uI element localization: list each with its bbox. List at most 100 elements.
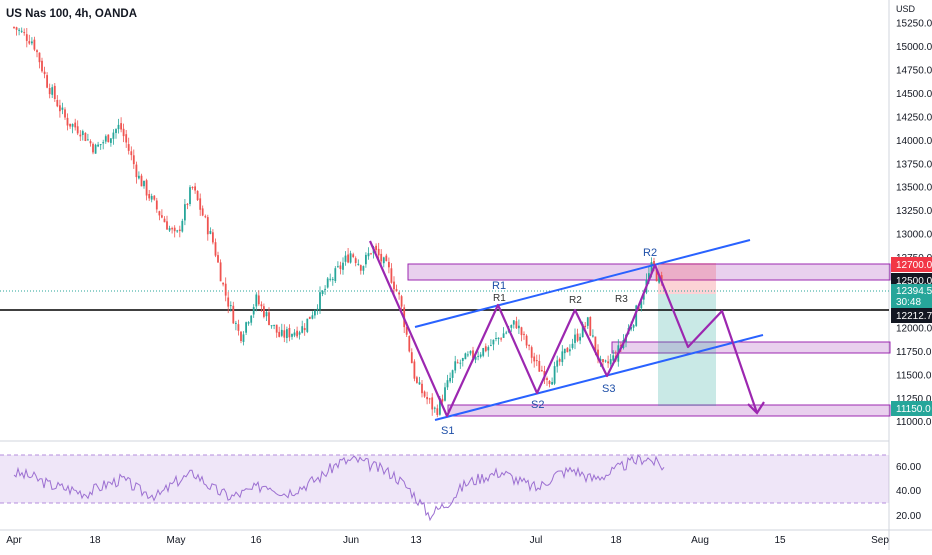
candle-body bbox=[533, 356, 536, 362]
candle-body bbox=[125, 134, 128, 143]
candle-body bbox=[201, 208, 204, 216]
candle-body bbox=[558, 359, 561, 362]
candle-body bbox=[344, 255, 347, 262]
candle-body bbox=[354, 258, 357, 263]
candle-body bbox=[495, 338, 497, 339]
candle-body bbox=[278, 331, 281, 337]
candle-body bbox=[189, 187, 191, 204]
candle-body bbox=[604, 360, 607, 362]
candle-body bbox=[227, 297, 230, 307]
candle-body bbox=[500, 338, 502, 340]
candle-body bbox=[84, 132, 87, 141]
time-axis[interactable]: Apr 18 May 16 Jun 13 Jul 18 Aug 15 Sep bbox=[6, 535, 889, 546]
candle-body bbox=[316, 308, 319, 311]
candle-body bbox=[217, 255, 219, 263]
candle-body bbox=[135, 164, 138, 178]
time-tick: Sep bbox=[871, 535, 889, 546]
candle-body bbox=[449, 378, 451, 382]
candle-body bbox=[212, 232, 214, 243]
candle-body bbox=[362, 266, 365, 271]
time-tick: Jul bbox=[530, 535, 543, 546]
candle-body bbox=[487, 347, 490, 351]
candle-body bbox=[66, 117, 69, 126]
rsi-tick-40: 40.00 bbox=[896, 486, 921, 497]
candle-body bbox=[232, 305, 235, 324]
time-tick: 13 bbox=[410, 535, 422, 546]
candle-body bbox=[650, 262, 653, 274]
candle-body bbox=[132, 155, 135, 165]
price-tick: 11750.0 bbox=[896, 347, 932, 358]
candle-body bbox=[400, 296, 403, 307]
candle-body bbox=[171, 228, 173, 230]
candle-body bbox=[390, 268, 393, 283]
candle-body bbox=[255, 294, 258, 307]
candle-body bbox=[444, 387, 446, 401]
candle-body bbox=[209, 231, 212, 234]
candle-body bbox=[393, 281, 395, 290]
candle-body bbox=[592, 335, 594, 337]
zone-bottom[interactable] bbox=[447, 404, 891, 417]
candle-body bbox=[439, 398, 441, 415]
stop-loss-area[interactable] bbox=[658, 263, 716, 294]
rsi-axis: 60.00 40.00 20.00 bbox=[896, 462, 921, 522]
candle-body bbox=[23, 32, 26, 34]
candle-body bbox=[535, 360, 538, 362]
candle-body bbox=[36, 50, 38, 53]
candle-body bbox=[117, 124, 120, 130]
candle-body bbox=[395, 289, 398, 292]
candle-body bbox=[347, 254, 349, 263]
candle-body bbox=[469, 350, 472, 354]
candle-body bbox=[56, 100, 59, 107]
candle-body bbox=[196, 190, 199, 200]
price-tick: 13750.0 bbox=[896, 159, 932, 170]
candle-body bbox=[359, 265, 362, 271]
price-tick: 15000.0 bbox=[896, 42, 932, 53]
candle-body bbox=[520, 327, 523, 336]
candle-body bbox=[102, 142, 105, 144]
candle-body bbox=[413, 361, 416, 379]
candle-body bbox=[546, 378, 548, 380]
candle-body bbox=[237, 324, 240, 331]
candle-body bbox=[43, 71, 46, 75]
candle-body bbox=[191, 187, 194, 188]
candle-body bbox=[79, 134, 82, 137]
channel-lower-line[interactable] bbox=[434, 334, 764, 421]
arrow-head-icon bbox=[747, 401, 765, 415]
candle-body bbox=[59, 105, 61, 112]
candle-body bbox=[410, 352, 413, 364]
price-tick: 12000.0 bbox=[896, 323, 932, 334]
zone-middle[interactable] bbox=[611, 341, 891, 354]
badge-last-price-text: 12394.5 bbox=[896, 286, 932, 297]
candle-body bbox=[308, 316, 311, 319]
candle-body bbox=[472, 350, 474, 359]
candle-body bbox=[107, 134, 110, 143]
price-tick: 14000.0 bbox=[896, 136, 932, 147]
price-tick: 13250.0 bbox=[896, 206, 932, 217]
candle-body bbox=[632, 325, 635, 328]
badge-12700-text: 12700.0 bbox=[896, 260, 932, 271]
candle-body bbox=[28, 41, 31, 44]
candle-body bbox=[441, 398, 444, 402]
price-tick: 11000.0 bbox=[896, 417, 932, 428]
candle-body bbox=[206, 217, 209, 235]
candle-body bbox=[541, 370, 543, 372]
candle-body bbox=[525, 335, 528, 346]
candles-layer bbox=[13, 26, 663, 418]
candle-body bbox=[569, 349, 571, 352]
candle-body bbox=[161, 215, 163, 218]
candle-body bbox=[428, 398, 431, 400]
rsi-band bbox=[0, 455, 889, 503]
candle-body bbox=[375, 245, 377, 250]
channel-upper-line[interactable] bbox=[414, 239, 751, 328]
candle-body bbox=[291, 334, 293, 337]
candle-body bbox=[454, 361, 457, 371]
candle-body bbox=[370, 253, 372, 255]
candle-body bbox=[515, 321, 518, 329]
price-tick: 11500.0 bbox=[896, 370, 932, 381]
candle-body bbox=[31, 41, 33, 44]
swing-path[interactable] bbox=[368, 240, 759, 418]
candle-body bbox=[81, 131, 84, 135]
